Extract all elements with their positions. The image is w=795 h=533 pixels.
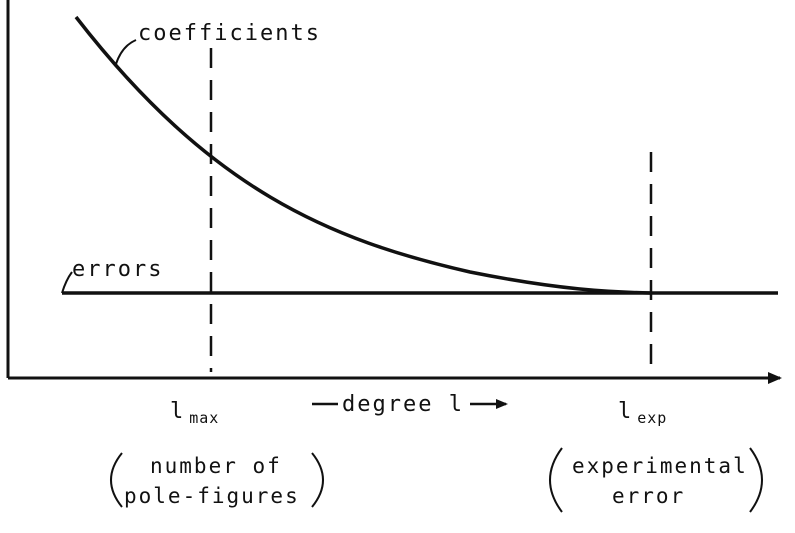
lmax-label: l max [170,399,219,427]
lexp-sub: exp [637,409,667,427]
lmax-note-line2: pole-figures [124,484,300,508]
right-note-open-paren [549,447,563,513]
left-note-close-paren [311,452,324,508]
lexp-note-line2: error [612,484,685,508]
lmax-main: l [170,399,185,424]
lexp-note-line1: experimental [572,454,748,478]
errors-label: errors [72,257,163,282]
coefficients-leader [115,39,137,65]
errors-leader [61,271,73,294]
lexp-label: l exp [618,399,667,427]
lmax-note-line1: number of [150,454,282,478]
x-axis-label: degree l [342,392,464,417]
coefficients-curve [74,15,651,295]
lmax-sub: max [189,409,219,427]
left-note-open-paren [110,452,123,508]
coefficients-label: coefficients [138,21,321,46]
right-note-close-paren [749,447,763,513]
lexp-main: l [618,399,633,424]
